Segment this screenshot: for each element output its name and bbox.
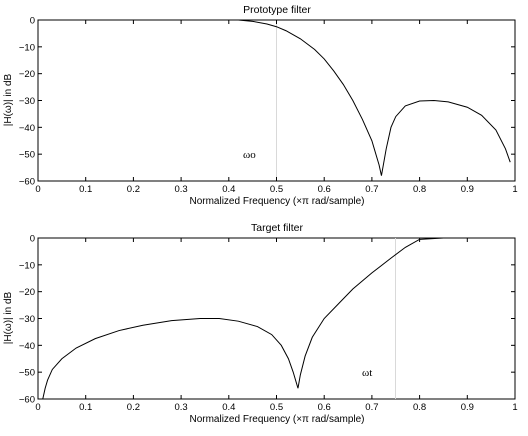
prototype-x-tick-label: 0.3: [174, 184, 187, 195]
prototype-y-tick-label: −50: [19, 150, 35, 161]
target-y-tick-label: −10: [19, 260, 35, 271]
target-y-axis-label: |H(ω)| in dB: [3, 291, 14, 344]
prototype-x-tick-label: 0: [35, 184, 40, 195]
target-y-tick-label: −40: [19, 341, 35, 352]
prototype-x-tick-label: 0.6: [318, 184, 331, 195]
prototype-response-line: [238, 19, 511, 176]
target-y-tick-label: −20: [19, 287, 35, 298]
target-y-tick-label: −60: [19, 395, 35, 406]
prototype-x-tick-label: 0.8: [413, 184, 426, 195]
prototype-y-ticks: 0 −10 −20 −30 −40 −50 −60: [19, 16, 515, 188]
target-axes-frame: [37, 237, 516, 400]
prototype-omega-o-label: ωo: [243, 149, 256, 161]
prototype-x-tick-label: 1: [512, 184, 517, 195]
prototype-x-tick-label: 0.7: [365, 184, 378, 195]
target-x-tick-label: 0.4: [222, 402, 235, 413]
prototype-filter-subplot: Prototype filter 0 −10 −20 −30 −40 −50 −60 0 0.…: [3, 4, 518, 207]
target-x-axis-label: Normalized Frequency (×π rad/sample): [189, 414, 364, 425]
prototype-y-tick-label: −60: [19, 177, 35, 188]
target-y-ticks: 0 −10 −20 −30 −40 −50 −60: [19, 234, 515, 406]
prototype-y-tick-label: −20: [19, 69, 35, 80]
target-y-tick-label: −50: [19, 368, 35, 379]
target-x-tick-label: 0.7: [365, 402, 378, 413]
prototype-y-tick-label: −30: [19, 96, 35, 107]
target-x-tick-label: 0.6: [318, 402, 331, 413]
prototype-chart-title: Prototype filter: [243, 4, 311, 16]
target-y-tick-label: −30: [19, 314, 35, 325]
prototype-x-ticks: 0 0.1 0.2 0.3 0.4 0.5 0.6 0.7 0.8 0.9 1: [35, 20, 518, 195]
prototype-x-tick-label: 0.5: [270, 184, 283, 195]
prototype-y-tick-label: 0: [30, 16, 35, 27]
prototype-y-tick-label: −40: [19, 123, 35, 134]
prototype-x-tick-label: 0.9: [461, 184, 474, 195]
target-filter-subplot: Target filter 0 −10 −20 −30 −40 −50 −60 0 0.1 0.…: [3, 222, 518, 425]
target-x-ticks: 0 0.1 0.2 0.3 0.4 0.5 0.6 0.7 0.8 0.9 1: [35, 238, 518, 413]
target-x-tick-label: 1: [512, 402, 517, 413]
target-x-tick-label: 0: [35, 402, 40, 413]
target-y-tick-label: 0: [30, 234, 35, 245]
target-x-tick-label: 0.8: [413, 402, 426, 413]
target-response-line: [42, 237, 487, 400]
prototype-y-tick-label: −10: [19, 42, 35, 53]
target-x-tick-label: 0.9: [461, 402, 474, 413]
prototype-x-axis-label: Normalized Frequency (×π rad/sample): [189, 196, 364, 207]
target-x-tick-label: 0.2: [127, 402, 140, 413]
target-x-tick-label: 0.3: [174, 402, 187, 413]
prototype-x-tick-label: 0.4: [222, 184, 235, 195]
prototype-y-axis-label: |H(ω)| in dB: [3, 73, 14, 126]
prototype-x-tick-label: 0.2: [127, 184, 140, 195]
prototype-x-tick-label: 0.1: [79, 184, 92, 195]
target-x-tick-label: 0.1: [79, 402, 92, 413]
target-x-tick-label: 0.5: [270, 402, 283, 413]
target-chart-title: Target filter: [251, 222, 303, 234]
target-omega-t-label: ωt: [362, 367, 372, 379]
